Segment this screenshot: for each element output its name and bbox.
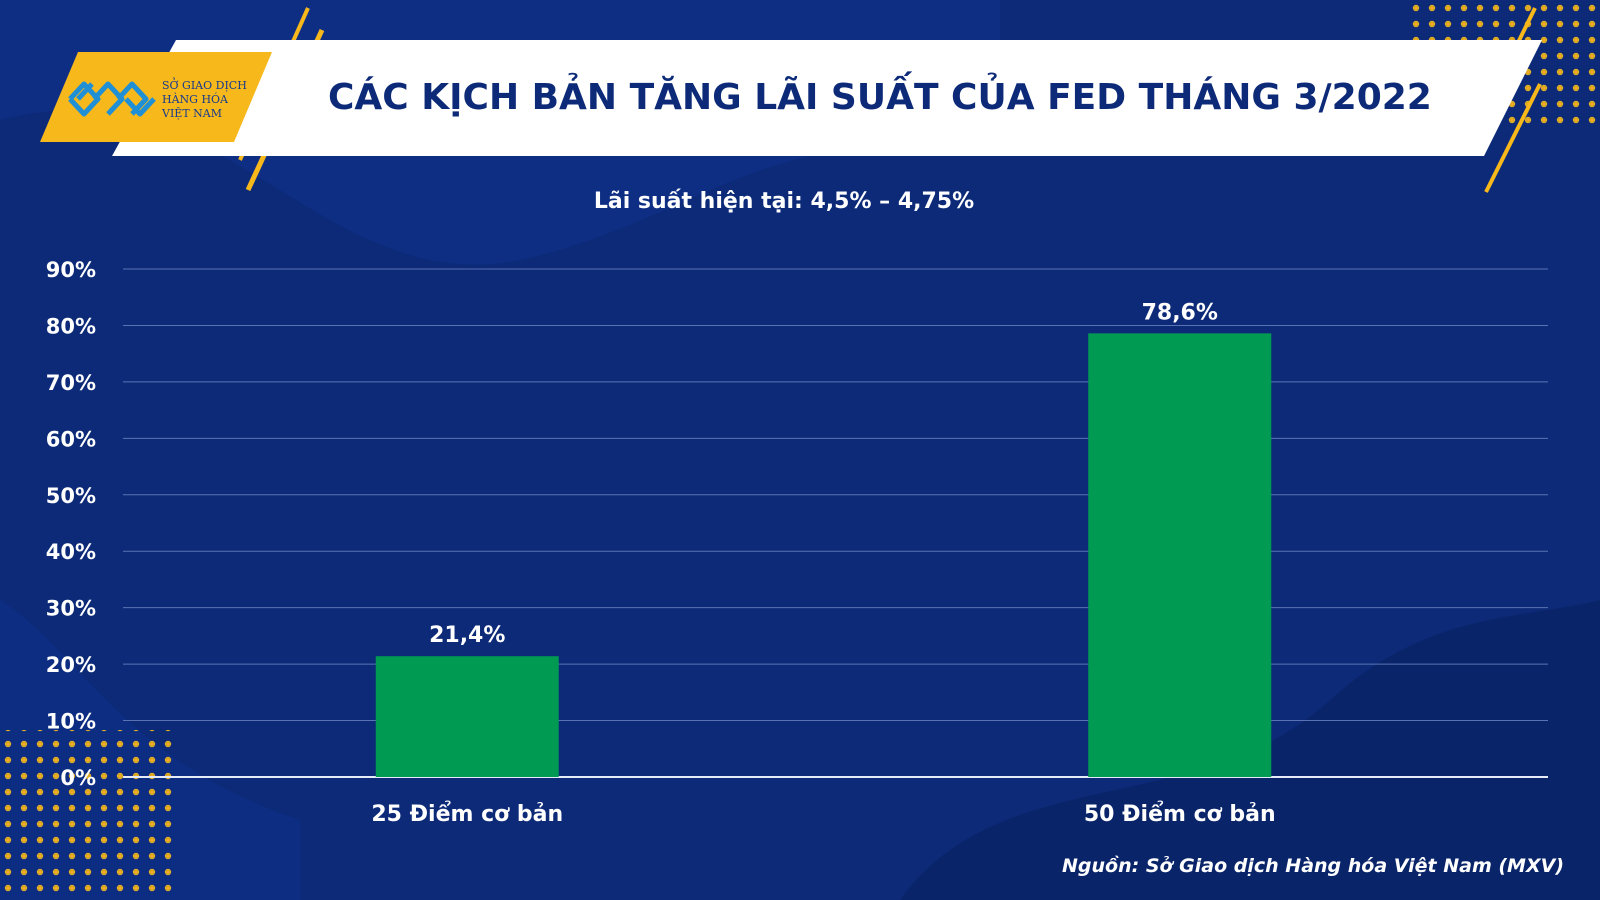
y-tick-label: 60% [46, 427, 96, 451]
y-tick-label: 80% [46, 314, 96, 338]
category-label: 50 Điểm cơ bản [1084, 801, 1276, 827]
logo-mark-icon [68, 81, 156, 117]
y-tick-label: 40% [46, 540, 96, 564]
data-labels: 21,4% 78,6% [429, 300, 1218, 648]
data-label: 78,6% [1142, 300, 1218, 325]
y-tick-label: 50% [46, 484, 96, 508]
y-tick-label: 30% [46, 597, 96, 621]
bars [375, 333, 1272, 777]
y-tick-label: 90% [46, 258, 96, 282]
y-tick-label: 70% [46, 371, 96, 395]
y-axis-ticks: 0% 10% 20% 30% 40% 50% 60% 70% 80% 90% [46, 258, 96, 790]
logo-line-2: HÀNG HÓA [162, 93, 228, 106]
y-tick-label: 10% [46, 710, 96, 734]
bar [1088, 333, 1272, 777]
gridlines [123, 268, 1548, 778]
bar [375, 656, 559, 777]
logo-line-1: SỞ GIAO DỊCH [162, 79, 247, 92]
source-note: Nguồn: Sở Giao dịch Hàng hóa Việt Nam (M… [1062, 855, 1564, 877]
category-label: 25 Điểm cơ bản [371, 801, 563, 827]
chart-subtitle: Lãi suất hiện tại: 4,5% – 4,75% [593, 189, 975, 214]
y-tick-label: 20% [46, 653, 96, 677]
header-band [112, 40, 1542, 156]
data-label: 21,4% [429, 623, 505, 648]
y-tick-label: 0% [60, 766, 96, 790]
logo-text: SỞ GIAO DỊCH HÀNG HÓA VIỆT NAM [162, 79, 247, 121]
category-labels: 25 Điểm cơ bản 50 Điểm cơ bản [371, 801, 1275, 827]
logo-line-3: VIỆT NAM [162, 107, 222, 120]
page-title: CÁC KỊCH BẢN TĂNG LÃI SUẤT CỦA FED THÁNG… [328, 77, 1432, 118]
